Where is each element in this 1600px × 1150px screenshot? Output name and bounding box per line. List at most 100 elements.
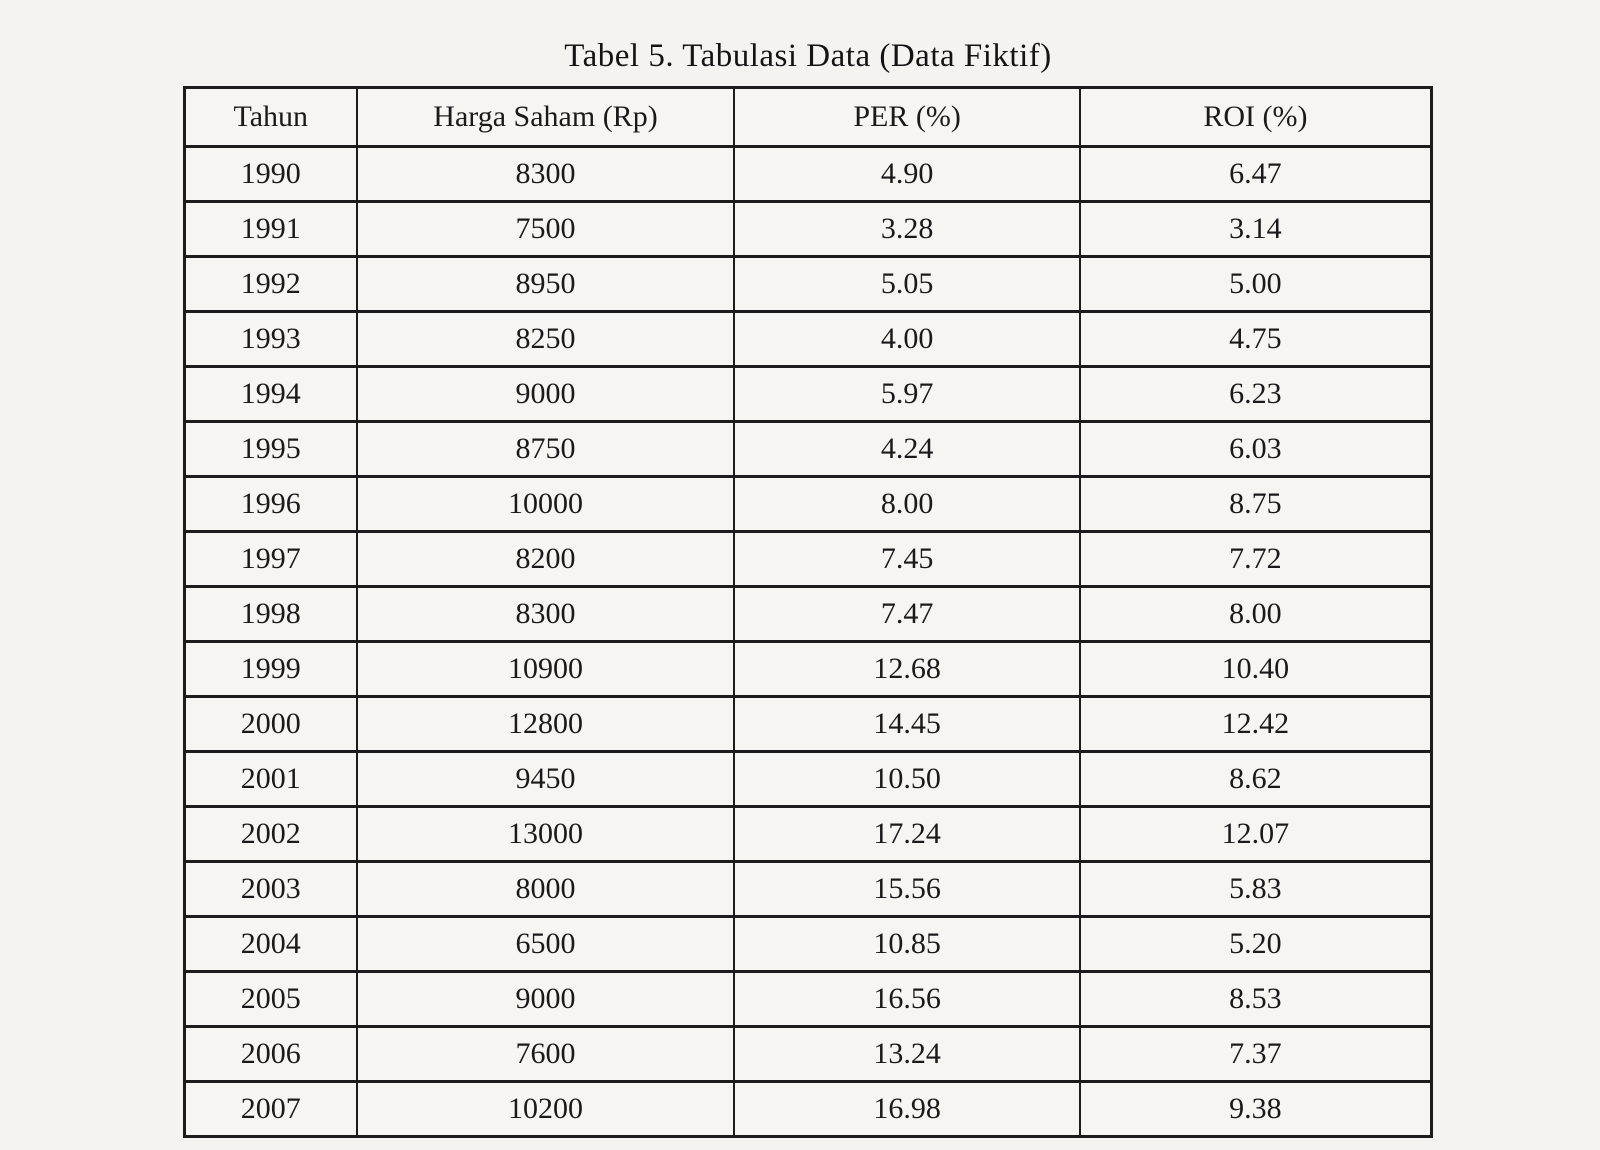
table-cell: 5.20 [1078, 915, 1433, 973]
table-cell: 8300 [355, 585, 736, 643]
table-cell: 13.24 [733, 1025, 1081, 1083]
table-cell: 12.42 [1078, 695, 1433, 753]
table-row: 2003 8000 15.56 5.83 [183, 860, 1433, 918]
table-cell: 4.75 [1078, 310, 1433, 368]
table-row: 1996 10000 8.00 8.75 [183, 475, 1433, 533]
table-cell: 16.98 [733, 1080, 1081, 1138]
table-cell: 12.07 [1078, 805, 1433, 863]
table-row: 1998 8300 7.47 8.00 [183, 585, 1433, 643]
table-cell: 8.00 [733, 475, 1081, 533]
table-cell: 6.47 [1078, 145, 1433, 203]
table-cell: 2001 [183, 750, 358, 808]
table-cell: 7600 [355, 1025, 736, 1083]
column-header: Tahun [183, 86, 358, 148]
table-cell: 10.40 [1078, 640, 1433, 698]
table-row: 1992 8950 5.05 5.00 [183, 255, 1433, 313]
table-cell: 1992 [183, 255, 358, 313]
table-cell: 15.56 [733, 860, 1081, 918]
table-cell: 12.68 [733, 640, 1081, 698]
table-cell: 1994 [183, 365, 358, 423]
table-cell: 4.24 [733, 420, 1081, 478]
table-cell: 1995 [183, 420, 358, 478]
table-header: Tahun Harga Saham (Rp) PER (%) ROI (%) [183, 86, 1433, 148]
table-cell: 1997 [183, 530, 358, 588]
table-body: 1990 8300 4.90 6.47 1991 7500 3.28 3.14 1992 8950… [183, 145, 1433, 1138]
data-table: Tahun Harga Saham (Rp) PER (%) ROI (%) 1990… [183, 86, 1433, 1138]
table-cell: 7.72 [1078, 530, 1433, 588]
table-cell: 8250 [355, 310, 736, 368]
table-caption: Tabel 5. Tabulasi Data (Data Fiktif) [564, 38, 1052, 74]
table-cell: 10000 [355, 475, 736, 533]
table-cell: 2005 [183, 970, 358, 1028]
table-cell: 5.00 [1078, 255, 1433, 313]
table-cell: 17.24 [733, 805, 1081, 863]
column-header: PER (%) [733, 86, 1081, 148]
table-cell: 6.03 [1078, 420, 1433, 478]
table-cell: 6500 [355, 915, 736, 973]
table-cell: 3.28 [733, 200, 1081, 258]
table-cell: 9000 [355, 970, 736, 1028]
table-cell: 10.50 [733, 750, 1081, 808]
table-cell: 1998 [183, 585, 358, 643]
table-cell: 8750 [355, 420, 736, 478]
table-row: 1991 7500 3.28 3.14 [183, 200, 1433, 258]
table-cell: 12800 [355, 695, 736, 753]
table-row: 2002 13000 17.24 12.07 [183, 805, 1433, 863]
table-cell: 2004 [183, 915, 358, 973]
table-cell: 1999 [183, 640, 358, 698]
table-row: 1999 10900 12.68 10.40 [183, 640, 1433, 698]
table-cell: 9000 [355, 365, 736, 423]
table-row: 1994 9000 5.97 6.23 [183, 365, 1433, 423]
table-row: 2005 9000 16.56 8.53 [183, 970, 1433, 1028]
table-cell: 4.90 [733, 145, 1081, 203]
table-row: 2004 6500 10.85 5.20 [183, 915, 1433, 973]
table-cell: 10200 [355, 1080, 736, 1138]
table-header-row: Tahun Harga Saham (Rp) PER (%) ROI (%) [183, 86, 1433, 148]
table-cell: 7.47 [733, 585, 1081, 643]
table-row: 2007 10200 16.98 9.38 [183, 1080, 1433, 1138]
table-cell: 8.75 [1078, 475, 1433, 533]
table-cell: 3.14 [1078, 200, 1433, 258]
table-cell: 4.00 [733, 310, 1081, 368]
table-cell: 8.53 [1078, 970, 1433, 1028]
table-cell: 7.45 [733, 530, 1081, 588]
table-cell: 2006 [183, 1025, 358, 1083]
table-cell: 5.05 [733, 255, 1081, 313]
table-cell: 1991 [183, 200, 358, 258]
table-cell: 2007 [183, 1080, 358, 1138]
column-header: ROI (%) [1078, 86, 1433, 148]
table-cell: 1996 [183, 475, 358, 533]
table-cell: 10.85 [733, 915, 1081, 973]
table-cell: 9.38 [1078, 1080, 1433, 1138]
table-row: 2006 7600 13.24 7.37 [183, 1025, 1433, 1083]
table-cell: 7.37 [1078, 1025, 1433, 1083]
table-cell: 2000 [183, 695, 358, 753]
table-cell: 5.97 [733, 365, 1081, 423]
table-cell: 8000 [355, 860, 736, 918]
table-cell: 8200 [355, 530, 736, 588]
table-cell: 1993 [183, 310, 358, 368]
table-cell: 13000 [355, 805, 736, 863]
table-row: 1995 8750 4.24 6.03 [183, 420, 1433, 478]
table-cell: 8300 [355, 145, 736, 203]
table-cell: 7500 [355, 200, 736, 258]
table-row: 2001 9450 10.50 8.62 [183, 750, 1433, 808]
table-cell: 14.45 [733, 695, 1081, 753]
table-cell: 2003 [183, 860, 358, 918]
table-row: 1997 8200 7.45 7.72 [183, 530, 1433, 588]
table-cell: 8.00 [1078, 585, 1433, 643]
table-cell: 2002 [183, 805, 358, 863]
table-cell: 6.23 [1078, 365, 1433, 423]
table-cell: 9450 [355, 750, 736, 808]
column-header: Harga Saham (Rp) [355, 86, 736, 148]
table-cell: 5.83 [1078, 860, 1433, 918]
table-row: 1993 8250 4.00 4.75 [183, 310, 1433, 368]
table-row: 1990 8300 4.90 6.47 [183, 145, 1433, 203]
table-cell: 10900 [355, 640, 736, 698]
table-cell: 1990 [183, 145, 358, 203]
table-cell: 16.56 [733, 970, 1081, 1028]
table-cell: 8.62 [1078, 750, 1433, 808]
table-row: 2000 12800 14.45 12.42 [183, 695, 1433, 753]
table-cell: 8950 [355, 255, 736, 313]
